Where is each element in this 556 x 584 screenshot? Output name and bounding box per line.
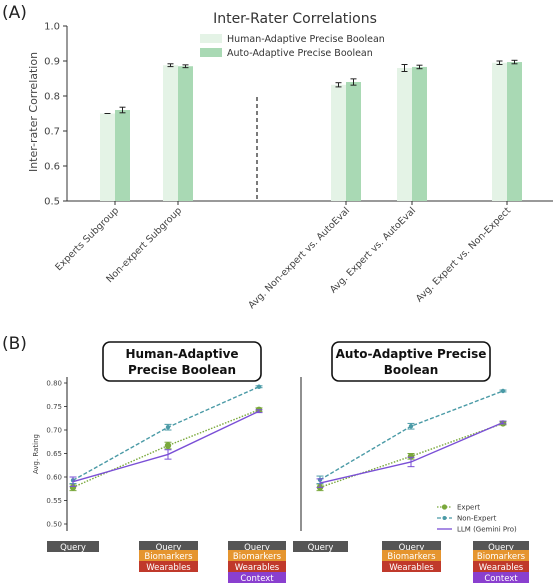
tag-left-biomarkers-2 (139, 550, 198, 561)
tag-left-query-1-text: Query (60, 543, 86, 553)
left-series-line (72, 386, 260, 481)
left-title-line2: Precise Boolean (128, 363, 236, 377)
data-point (256, 384, 262, 389)
tag-right-context-3 (473, 572, 529, 583)
tag-right-query-2 (382, 541, 441, 552)
y-tick-label: 0.50 (46, 521, 62, 529)
bar (331, 84, 346, 201)
tag-right-query-2-text: Query (399, 543, 425, 553)
y-tick-label: 0.55 (46, 497, 62, 505)
y-tick-label: 0.60 (46, 474, 62, 482)
y-tick-label: 0.75 (46, 403, 62, 411)
legend-label-expert: Expert (457, 504, 480, 512)
data-point (500, 388, 506, 394)
x-tick-label: Experts Subgroup (53, 205, 121, 273)
bar (100, 113, 115, 201)
bar (115, 110, 130, 201)
tag-left-query-2-text: Query (156, 543, 182, 553)
tag-right-wearables-2-text: Wearables (389, 563, 434, 573)
x-tick-label: Avg. Non-expert vs. AutoEval (246, 205, 352, 311)
legend-label-llm: LLM (Gemini Pro) (457, 526, 517, 534)
tag-left-wearables-2-text: Wearables (146, 563, 191, 573)
tag-right-wearables-3 (473, 561, 529, 572)
bar (412, 66, 427, 201)
left-title-box: Human-Adaptive Precise Boolean (102, 341, 262, 382)
tag-right-wearables-3-text: Wearables (479, 563, 524, 573)
legend-marker-nonexpert (442, 516, 447, 520)
right-title-frame (331, 341, 491, 382)
right-title-line1: Auto-Adaptive Precise (336, 347, 487, 361)
legend-marker-expert (441, 504, 448, 510)
data-point (165, 424, 171, 430)
data-point (407, 453, 415, 460)
tag-left-wearables-3-text: Wearables (235, 563, 280, 573)
panel-a-title: Inter-Rater Correlations (213, 11, 377, 27)
tag-left-wearables-2 (139, 561, 198, 572)
tag-left-biomarkers-3-text: Biomarkers (233, 552, 282, 562)
tag-right-context-3-text: Context (484, 574, 518, 584)
tag-right-wearables-2 (382, 561, 441, 572)
tag-right-biomarkers-3-text: Biomarkers (477, 552, 526, 562)
x-tick-label: Avg. Expert vs. Non-Expect (414, 205, 513, 304)
tag-right-query-1-text: Query (308, 543, 334, 553)
tag-left-query-3-text: Query (244, 543, 270, 553)
y-tick-label: 1.0 (44, 22, 60, 33)
tag-left-context-3 (228, 572, 286, 583)
tag-left-query-2 (139, 541, 198, 552)
bar (178, 66, 193, 201)
y-tick-label: 0.7 (44, 127, 60, 138)
left-title-line1: Human-Adaptive (125, 347, 238, 361)
y-tick-label: 0.5 (44, 197, 60, 208)
panel-a-legend: Human-Adaptive Precise Boolean Auto-Adap… (200, 34, 385, 59)
panel-b-ylabel: Avg. Rating (32, 434, 40, 474)
tag-right-query-3 (473, 541, 529, 552)
data-point (69, 484, 77, 491)
tag-left-biomarkers-2-text: Biomarkers (144, 552, 193, 562)
tag-right-query-1 (293, 541, 348, 552)
legend-label-nonexpert: Non-Expert (457, 515, 497, 523)
tag-left-query-1 (47, 541, 99, 552)
y-tick-label: 0.9 (44, 57, 60, 68)
bar (492, 62, 507, 201)
tag-left-context-3-text: Context (240, 574, 274, 584)
right-title-box: Auto-Adaptive Precise Boolean (331, 341, 491, 382)
panel-a-ylabel: Inter-rater Correlation (27, 52, 40, 172)
bar (163, 65, 178, 201)
legend-label-human: Human-Adaptive Precise Boolean (227, 34, 385, 45)
tag-left-biomarkers-3 (228, 550, 286, 561)
panel-b-plots: 0.50 0.55 0.60 0.65 0.70 0.75 0.80 (46, 377, 507, 531)
left-series-line (72, 409, 260, 488)
x-tags-right: Query Query Biomarkers Wearables Query B… (293, 541, 529, 584)
panel-b-label: (B) (2, 334, 27, 354)
right-series-line (319, 421, 504, 484)
y-tick-label: 0.80 (46, 380, 62, 388)
legend-label-auto: Auto-Adaptive Precise Boolean (227, 48, 373, 59)
bar (346, 82, 361, 201)
tag-right-biomarkers-2-text: Biomarkers (387, 552, 436, 562)
y-tick-label: 0.8 (44, 92, 60, 103)
tag-right-biomarkers-3 (473, 550, 529, 561)
tag-left-wearables-3 (228, 561, 286, 572)
bar (397, 68, 412, 201)
y-tick-label: 0.6 (44, 162, 60, 173)
tag-left-query-3 (228, 541, 286, 552)
y-tick-label: 0.70 (46, 427, 62, 435)
bar (507, 62, 522, 201)
panel-b-legend: Expert Non-Expert LLM (Gemini Pro) (437, 504, 517, 534)
tag-right-query-3-text: Query (488, 543, 514, 553)
panel-a-label: (A) (2, 3, 27, 23)
x-tags-left: Query Query Biomarkers Wearables Query B… (47, 541, 286, 584)
y-tick-label: 0.65 (46, 450, 62, 458)
right-title-line2: Boolean (384, 363, 439, 377)
legend-swatch-human (200, 34, 222, 43)
left-title-frame (102, 341, 262, 382)
tag-right-biomarkers-2 (382, 550, 441, 561)
data-point (408, 424, 414, 429)
legend-swatch-auto (200, 48, 222, 57)
data-point (164, 442, 172, 449)
